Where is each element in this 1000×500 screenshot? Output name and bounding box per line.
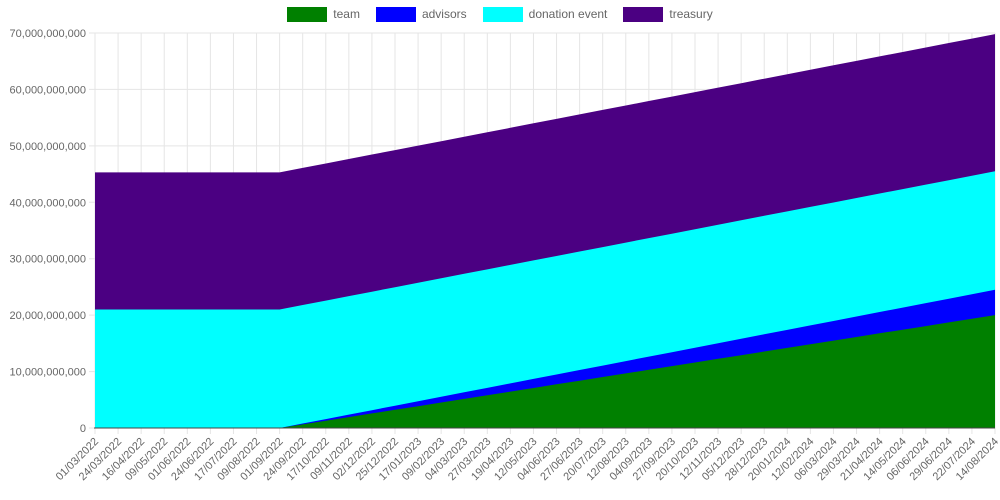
y-tick-label: 60,000,000,000 [10, 84, 86, 96]
x-axis-labels: 01/03/202224/03/202216/04/202209/05/2022… [54, 436, 1000, 483]
legend-label-donation-event: donation event [528, 7, 608, 21]
legend-swatch-treasury [623, 7, 664, 22]
y-tick-label: 40,000,000,000 [10, 197, 86, 209]
y-tick-label: 30,000,000,000 [10, 254, 86, 266]
legend-item-team[interactable]: team [287, 7, 360, 22]
y-tick-label: 20,000,000,000 [10, 310, 86, 322]
legend-swatch-advisors [375, 7, 416, 22]
stacked-areas [95, 34, 995, 429]
y-tick-label: 10,000,000,000 [10, 367, 86, 379]
legend-label-team: team [333, 7, 360, 21]
legend-item-treasury[interactable]: treasury [623, 7, 713, 22]
y-tick-label: 70,000,000,000 [10, 28, 86, 40]
legend-item-donation-event[interactable]: donation event [482, 7, 608, 22]
legend-label-treasury: treasury [669, 7, 713, 21]
y-tick-label: 0 [80, 423, 86, 435]
y-axis-labels: 0 10,000,000,000 20,000,000,000 30,000,000,… [10, 28, 86, 435]
area-team [95, 315, 995, 428]
y-tick-label: 50,000,000,000 [10, 141, 86, 153]
chart-legend: team advisors donation event treasury [0, 7, 1000, 22]
legend-item-advisors[interactable]: advisors [375, 7, 467, 22]
legend-swatch-donation-event [482, 7, 523, 22]
legend-label-advisors: advisors [421, 7, 467, 21]
legend-swatch-team [287, 7, 328, 22]
